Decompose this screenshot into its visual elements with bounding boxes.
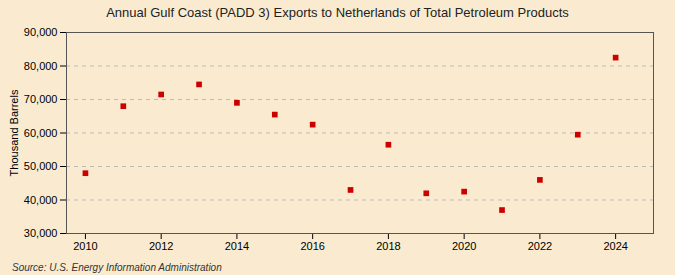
svg-text:70,000: 70,000 [24, 93, 58, 105]
svg-text:2010: 2010 [73, 240, 97, 252]
svg-text:2012: 2012 [149, 240, 173, 252]
svg-text:50,000: 50,000 [24, 160, 58, 172]
svg-text:2016: 2016 [300, 240, 324, 252]
svg-text:Thousand Barrels: Thousand Barrels [8, 89, 20, 176]
svg-text:2020: 2020 [452, 240, 476, 252]
svg-text:2024: 2024 [603, 240, 627, 252]
svg-text:2018: 2018 [376, 240, 400, 252]
svg-text:2022: 2022 [528, 240, 552, 252]
svg-text:2014: 2014 [225, 240, 249, 252]
svg-text:30,000: 30,000 [24, 227, 58, 239]
svg-text:80,000: 80,000 [24, 60, 58, 72]
svg-text:40,000: 40,000 [24, 194, 58, 206]
svg-text:60,000: 60,000 [24, 127, 58, 139]
html-text:Source: U.S. Energy Informatio: Source: U.S. Energy Information Administ… [12, 262, 222, 273]
html-text:Annual Gulf Coast (PADD 3) Exp: Annual Gulf Coast (PADD 3) Exports to Ne… [106, 5, 569, 20]
svg-text:90,000: 90,000 [24, 26, 58, 38]
